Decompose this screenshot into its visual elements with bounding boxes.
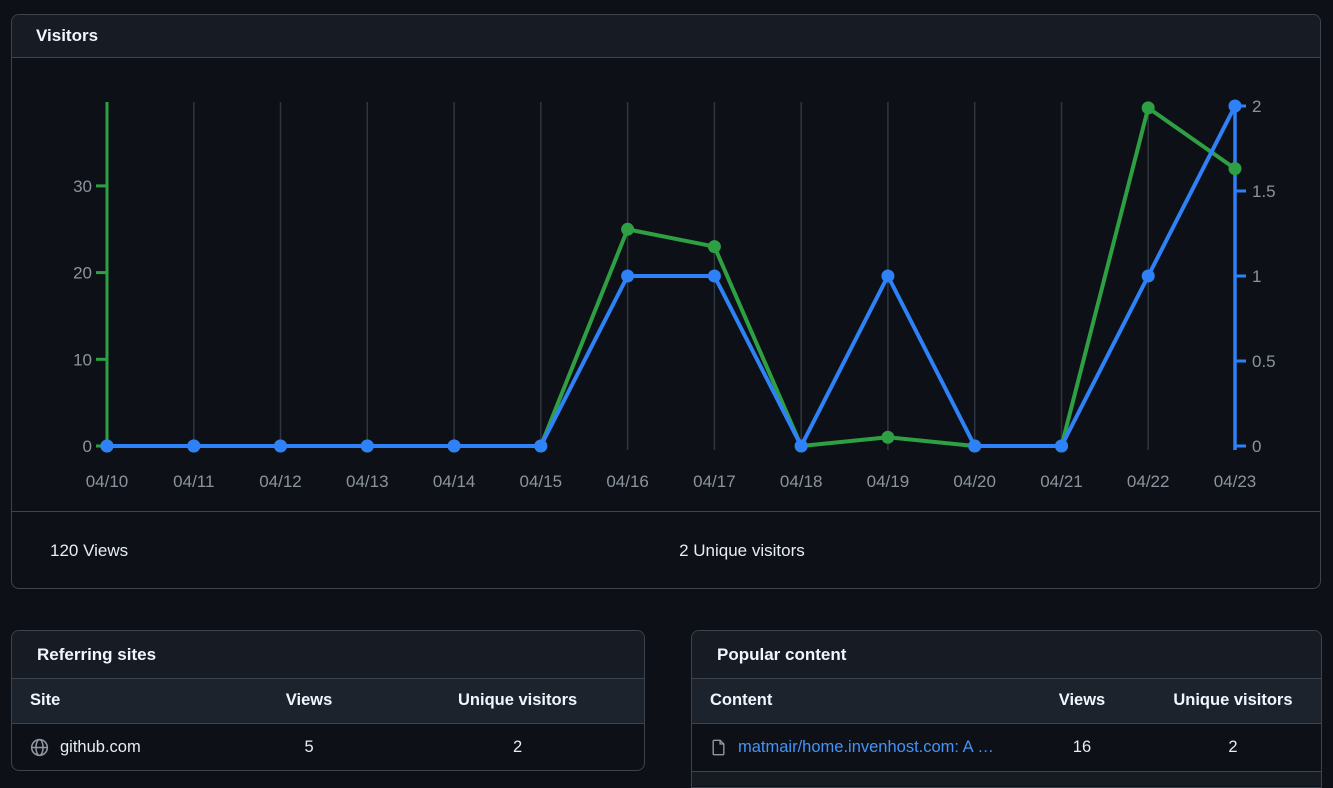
- partial-next-row: [692, 771, 1321, 786]
- popular-content-header-row: Content Views Unique visitors: [692, 679, 1321, 724]
- referring-sites-panel: Referring sites Site Views Unique visito…: [11, 630, 645, 771]
- column-header-content: Content: [692, 679, 1020, 724]
- visitors-panel-title: Visitors: [36, 26, 99, 45]
- visitors-chart-footer: 120 Views 2 Unique visitors: [12, 511, 1320, 589]
- x-axis-date-label: 04/23: [1214, 472, 1257, 491]
- views-data-point[interactable]: [1228, 162, 1242, 176]
- left-axis-tick-label: 0: [83, 437, 92, 456]
- unique-visitors-data-point[interactable]: [707, 269, 721, 283]
- right-axis-tick-label: 0: [1252, 437, 1261, 456]
- x-axis-date-label: 04/11: [173, 472, 214, 491]
- x-axis-date-label: 04/12: [259, 472, 302, 491]
- unique-visitors-line: [105, 104, 1237, 448]
- x-axis-date-label: 04/17: [693, 472, 736, 491]
- referring-site-name: github.com: [60, 737, 141, 756]
- x-axis-date-label: 04/16: [606, 472, 649, 491]
- globe-icon: [30, 738, 49, 756]
- referring-sites-table: Site Views Unique visitors github.com: [12, 679, 644, 771]
- unique-visitors-data-point[interactable]: [534, 439, 548, 453]
- unique-visitors-data-point[interactable]: [360, 439, 374, 453]
- views-data-point[interactable]: [707, 240, 721, 254]
- unique-visitors-data-point[interactable]: [881, 269, 895, 283]
- unique-visitors-data-point[interactable]: [274, 439, 287, 453]
- x-axis-date-label: 04/20: [953, 472, 996, 491]
- referring-sites-title: Referring sites: [37, 644, 157, 664]
- visitors-panel-header: Visitors: [12, 15, 1320, 58]
- referring-site-unique: 2: [513, 737, 523, 756]
- x-axis-date-label: 04/22: [1127, 472, 1170, 491]
- left-axis-tick-label: 30: [73, 177, 92, 196]
- visitors-panel: Visitors 0 10 20 30 0 0.5 1 1.5 2 04/10 04/11 04/12…: [11, 14, 1321, 589]
- popular-content-title: Popular content: [717, 644, 847, 664]
- x-axis-date-label: 04/10: [86, 472, 129, 491]
- column-header-views: Views: [226, 679, 392, 724]
- x-axis-date-label: 04/21: [1040, 472, 1083, 491]
- views-data-point[interactable]: [1141, 101, 1155, 115]
- right-axis-tick-label: 2: [1252, 97, 1261, 116]
- unique-visitors-data-point[interactable]: [794, 439, 808, 453]
- popular-content-table: Content Views Unique visitors matmair/ho…: [692, 679, 1321, 771]
- table-row: github.com 5 2: [12, 723, 644, 771]
- views-data-point[interactable]: [621, 222, 635, 236]
- x-axis-date-label: 04/18: [780, 472, 823, 491]
- left-axis-tick-label: 20: [73, 264, 92, 283]
- unique-visitors-data-point[interactable]: [1228, 99, 1242, 113]
- column-header-unique-visitors: Unique visitors: [1144, 679, 1321, 724]
- column-header-views: Views: [1019, 679, 1145, 724]
- views-data-point[interactable]: [881, 430, 895, 444]
- right-axis-tick-label: 0.5: [1252, 352, 1276, 371]
- column-header-site: Site: [12, 679, 227, 724]
- x-axis-date-label: 04/19: [867, 472, 910, 491]
- left-axis-tick-label: 10: [73, 350, 92, 369]
- unique-visitors-data-point[interactable]: [968, 439, 982, 453]
- unique-visitors-data-point[interactable]: [1055, 439, 1068, 453]
- views-total-label: 120 Views: [50, 540, 129, 560]
- column-header-unique-visitors: Unique visitors: [391, 679, 644, 724]
- popular-content-unique: 2: [1228, 737, 1238, 756]
- visitors-line-chart[interactable]: 0 10 20 30 0 0.5 1 1.5 2 04/10 04/11 04/12 04/13 04/1…: [12, 58, 1320, 511]
- right-axis-tick-label: 1: [1252, 267, 1261, 286]
- popular-content-views: 16: [1072, 737, 1092, 756]
- unique-visitors-data-point[interactable]: [447, 439, 461, 453]
- popular-content-link[interactable]: matmair/home.invenhost.com: A …: [738, 737, 994, 756]
- popular-content-panel: Popular content Content Views Unique vis…: [691, 630, 1322, 788]
- x-axis-date-label: 04/13: [346, 472, 389, 491]
- x-axis-date-label: 04/14: [433, 472, 476, 491]
- visitors-chart-container: 0 10 20 30 0 0.5 1 1.5 2 04/10 04/11 04/12 04/13 04/1…: [12, 58, 1320, 511]
- popular-content-header: Popular content: [692, 631, 1321, 679]
- file-icon: [712, 739, 725, 756]
- x-axis-date-label: 04/15: [520, 472, 563, 491]
- unique-visitors-data-point[interactable]: [621, 269, 635, 283]
- unique-visitors-data-point[interactable]: [1141, 269, 1155, 283]
- right-axis-tick-label: 1.5: [1252, 182, 1276, 201]
- table-row: matmair/home.invenhost.com: A … 16 2: [692, 723, 1321, 771]
- unique-visitors-data-point[interactable]: [187, 439, 201, 453]
- unique-visitors-data-point[interactable]: [100, 439, 114, 453]
- referring-sites-header: Referring sites: [12, 631, 644, 679]
- referring-site-views: 5: [304, 737, 314, 756]
- referring-sites-header-row: Site Views Unique visitors: [12, 679, 644, 724]
- unique-visitors-total-label: 2 Unique visitors: [679, 540, 805, 560]
